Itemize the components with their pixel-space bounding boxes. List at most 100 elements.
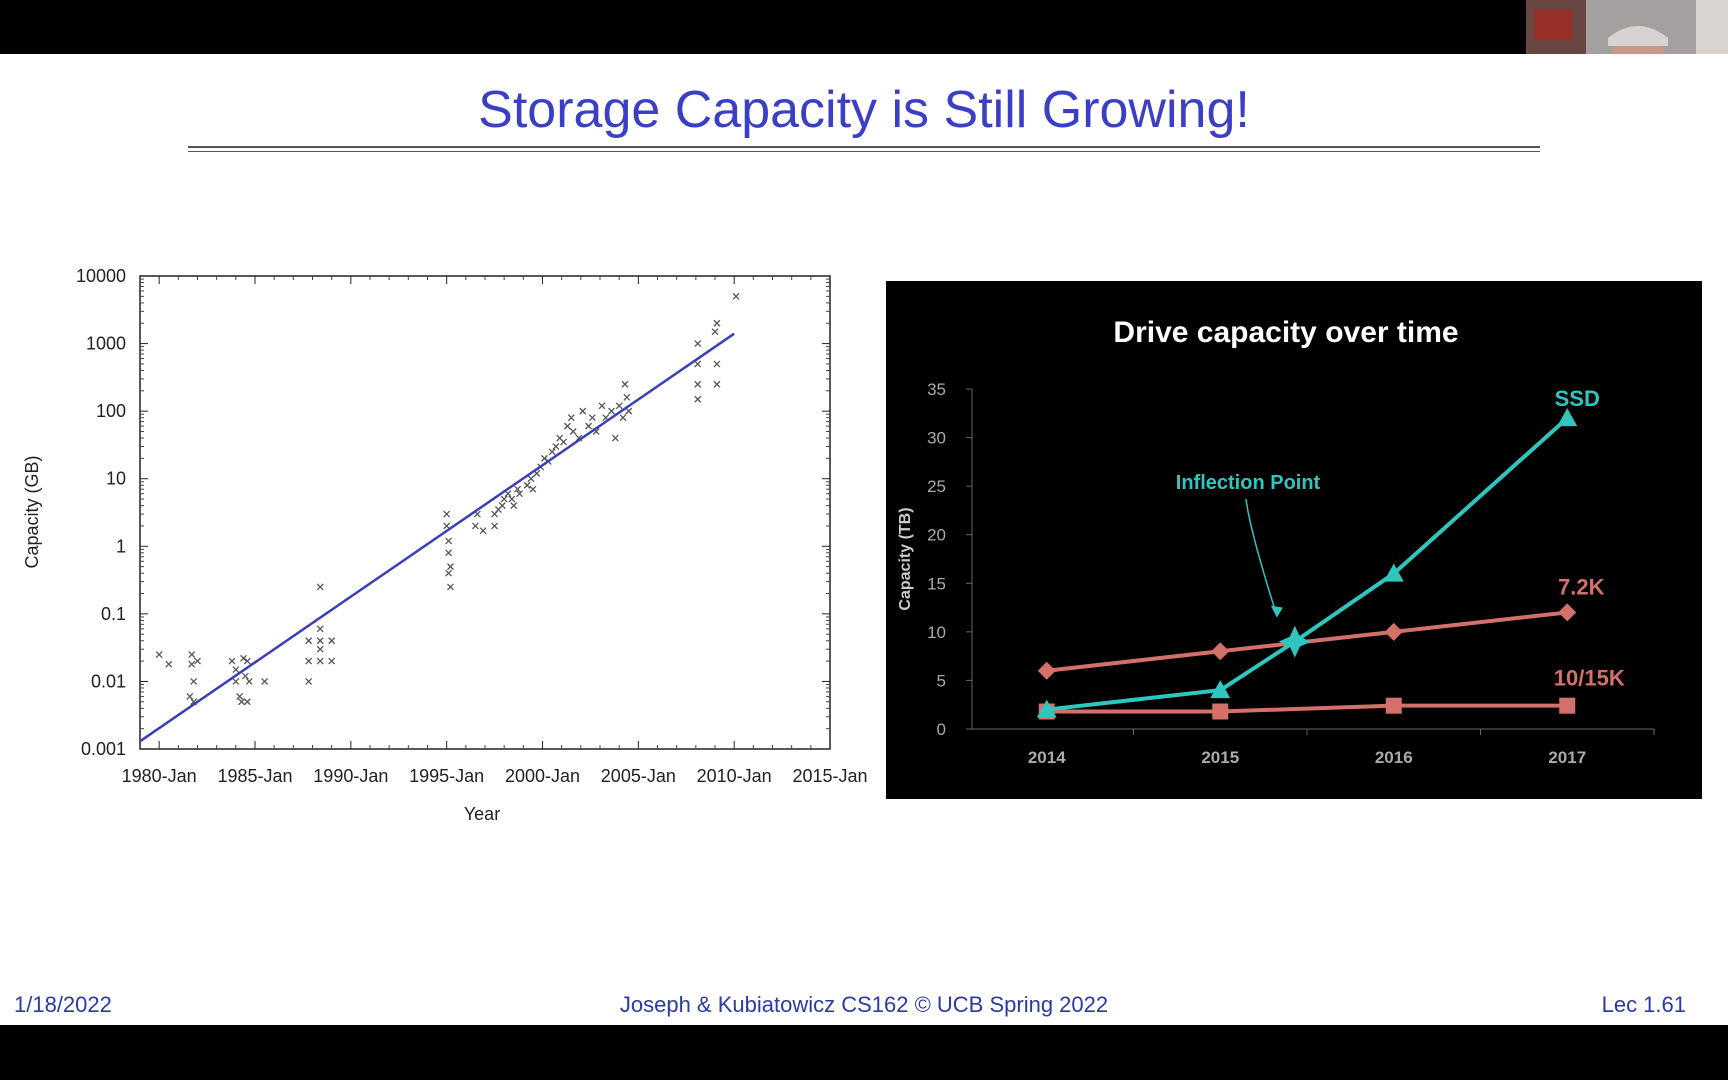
x-tick-label: 1990-Jan [313, 766, 388, 786]
data-point [190, 677, 198, 685]
data-point-stroke [228, 657, 236, 665]
drive-capacity-line-chart: Drive capacity over time 0 5 10 15 20 25 30 35 20… [886, 281, 1702, 799]
data-point [241, 672, 249, 680]
data-point [508, 495, 516, 503]
y-tick-label: 1000 [86, 334, 126, 354]
data-point-stroke [243, 698, 251, 706]
y-tick-label: 25 [927, 477, 946, 496]
annotation-label: Inflection Point [1176, 472, 1321, 494]
data-point-stroke [316, 657, 324, 665]
data-point-stroke [245, 677, 253, 685]
data-point-stroke [479, 527, 487, 535]
data-point [445, 537, 453, 545]
series-label-ssd: SSD [1555, 386, 1600, 411]
data-point-stroke [585, 422, 592, 430]
data-point [569, 428, 577, 435]
data-point-stroke [500, 495, 508, 503]
data-point [585, 422, 592, 430]
data-point-stroke [232, 666, 240, 673]
data-point-stroke [241, 672, 249, 680]
data-point [238, 698, 246, 706]
data-point [155, 651, 163, 658]
data-point [608, 407, 615, 415]
data-point [228, 657, 236, 665]
data-point-stroke [694, 380, 702, 388]
x-tick-label: 2005-Jan [601, 766, 676, 786]
data-point-stroke [556, 434, 564, 442]
data-point-stroke [188, 651, 196, 658]
footer-date: 1/18/2022 [14, 992, 112, 1017]
data-point-stroke [491, 522, 499, 530]
data-point-stroke [611, 434, 619, 442]
data-point [548, 448, 556, 456]
data-point [529, 485, 537, 493]
y-tick-label: 0 [937, 720, 946, 739]
data-point [243, 698, 251, 706]
capacity-log-scatter-chart: 10000 1000 100 10 1 0.1 0.01 0.001 1980-Jan 1985-… [22, 266, 868, 824]
data-point-stroke [443, 522, 451, 530]
data-point-stroke [548, 448, 556, 456]
data-point [579, 407, 587, 415]
data-point [245, 677, 253, 685]
data-point [305, 677, 313, 685]
data-point [711, 328, 719, 336]
bottom-letterbox-bar [0, 1025, 1728, 1080]
data-point-stroke [516, 490, 523, 498]
annotation-arrowhead [1270, 605, 1283, 618]
data-point-stroke [305, 657, 313, 665]
data-point-stroke [232, 677, 240, 685]
data-point [443, 522, 451, 530]
data-point [316, 657, 324, 665]
data-point-stroke [316, 625, 324, 633]
x-tick-label: 2016 [1375, 748, 1413, 767]
data-point [316, 583, 324, 591]
data-point-stroke [188, 660, 196, 668]
data-point-stroke [560, 438, 568, 446]
square-marker [1385, 697, 1402, 714]
data-point-stroke [527, 475, 535, 483]
data-point-stroke [236, 692, 244, 700]
data-point [232, 677, 240, 685]
diamond-marker [1384, 622, 1403, 641]
data-point-stroke [694, 360, 702, 368]
data-point [560, 438, 568, 446]
top-letterbox-bar [0, 0, 1728, 54]
data-point-stroke [732, 292, 740, 300]
data-point [527, 475, 535, 483]
data-point-stroke [316, 637, 324, 645]
data-point-stroke [575, 434, 583, 442]
data-point [445, 569, 453, 577]
data-point [713, 380, 721, 388]
data-point-stroke [243, 657, 251, 665]
y-axis-label: Capacity (TB) [897, 507, 914, 610]
x-tick-label: 2000-Jan [505, 766, 580, 786]
data-point-stroke [155, 651, 163, 658]
data-point-stroke [598, 402, 606, 410]
triangle-marker [1210, 680, 1231, 699]
data-point-stroke [567, 414, 575, 422]
x-tick-label: 2010-Jan [697, 766, 772, 786]
data-point-stroke [316, 645, 324, 653]
data-point-stroke [447, 563, 454, 571]
series-label-7-2k: 7.2K [1558, 574, 1605, 599]
data-point-stroke [694, 395, 702, 403]
data-point [328, 637, 336, 645]
data-point [611, 434, 619, 442]
data-point-stroke [328, 657, 336, 665]
data-point [261, 677, 269, 685]
data-point-stroke [445, 537, 453, 545]
data-point-stroke [504, 490, 512, 498]
x-tick-label: 2017 [1548, 748, 1586, 767]
data-point-stroke [316, 583, 324, 591]
title-underline [188, 146, 1540, 148]
data-point [316, 637, 324, 645]
diamond-marker [1037, 661, 1056, 680]
data-point [316, 625, 324, 633]
series-label-10-15k: 10/15K [1554, 666, 1625, 691]
data-point [623, 393, 631, 401]
data-point [713, 319, 721, 327]
x-tick-label: 2015 [1201, 748, 1239, 767]
data-point [445, 549, 453, 557]
y-tick-label: 10 [927, 623, 946, 642]
data-point [447, 563, 454, 571]
